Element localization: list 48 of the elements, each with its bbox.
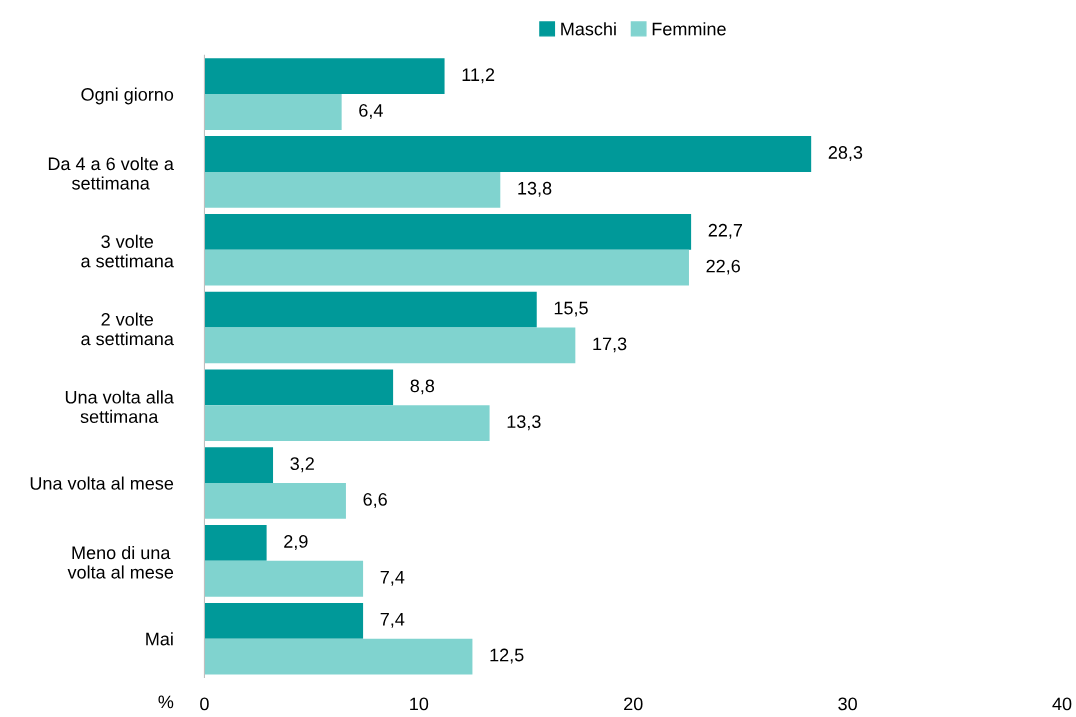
- data-label: 22,6: [706, 259, 740, 275]
- data-label: 2,9: [284, 535, 308, 550]
- x-axis-title: %: [158, 695, 174, 709]
- x-tick-label: 30: [838, 697, 857, 711]
- data-label: 28,3: [828, 146, 863, 161]
- bar: [204, 136, 812, 172]
- y-tick-label: Una volta alla settimana: [65, 390, 174, 424]
- bar: [204, 602, 364, 639]
- bar: [204, 249, 689, 286]
- bar: [204, 213, 692, 250]
- bar: [204, 369, 394, 406]
- bar: [204, 560, 364, 597]
- y-tick-label: 2 volte a settimana: [81, 312, 174, 346]
- bar: [204, 291, 537, 328]
- y-tick-label: 3 volte a settimana: [81, 234, 174, 268]
- data-label: 7,4: [380, 613, 405, 628]
- bar: [204, 171, 501, 208]
- y-tick-label: Ogni giorno: [81, 87, 174, 105]
- y-tick-label: Da 4 a 6 volte a settimana: [48, 156, 174, 190]
- data-label: 17,3: [593, 337, 627, 353]
- y-tick-label: Meno di una volta al mese: [67, 545, 174, 579]
- legend-label: Maschi: [561, 22, 616, 36]
- data-label: 8,8: [410, 379, 435, 395]
- data-label: 22,7: [708, 223, 743, 239]
- x-tick-label: 0: [200, 697, 209, 711]
- data-label: 11,2: [462, 68, 495, 84]
- bar: [204, 327, 576, 364]
- bar: [204, 483, 346, 519]
- legend-label: Femmine: [652, 22, 726, 36]
- bar: [204, 447, 274, 484]
- y-tick-label: Una volta al mese: [30, 476, 174, 490]
- bar: [204, 525, 267, 561]
- data-label: 13,8: [518, 181, 552, 197]
- bar: [204, 638, 473, 675]
- data-label: 12,5: [490, 648, 524, 664]
- data-label: 6,4: [359, 104, 383, 119]
- data-label: 3,2: [290, 457, 314, 473]
- x-tick-label: 10: [410, 697, 429, 711]
- data-label: 13,3: [507, 415, 541, 431]
- data-label: 7,4: [380, 571, 405, 586]
- bar: [204, 94, 342, 130]
- bar: [204, 405, 490, 442]
- y-tick-label: Mai: [146, 632, 173, 646]
- data-label: 6,6: [363, 493, 387, 508]
- x-tick-label: 40: [1052, 697, 1072, 711]
- bar: [204, 58, 445, 95]
- data-label: 15,5: [554, 301, 588, 317]
- x-tick-label: 20: [624, 697, 643, 711]
